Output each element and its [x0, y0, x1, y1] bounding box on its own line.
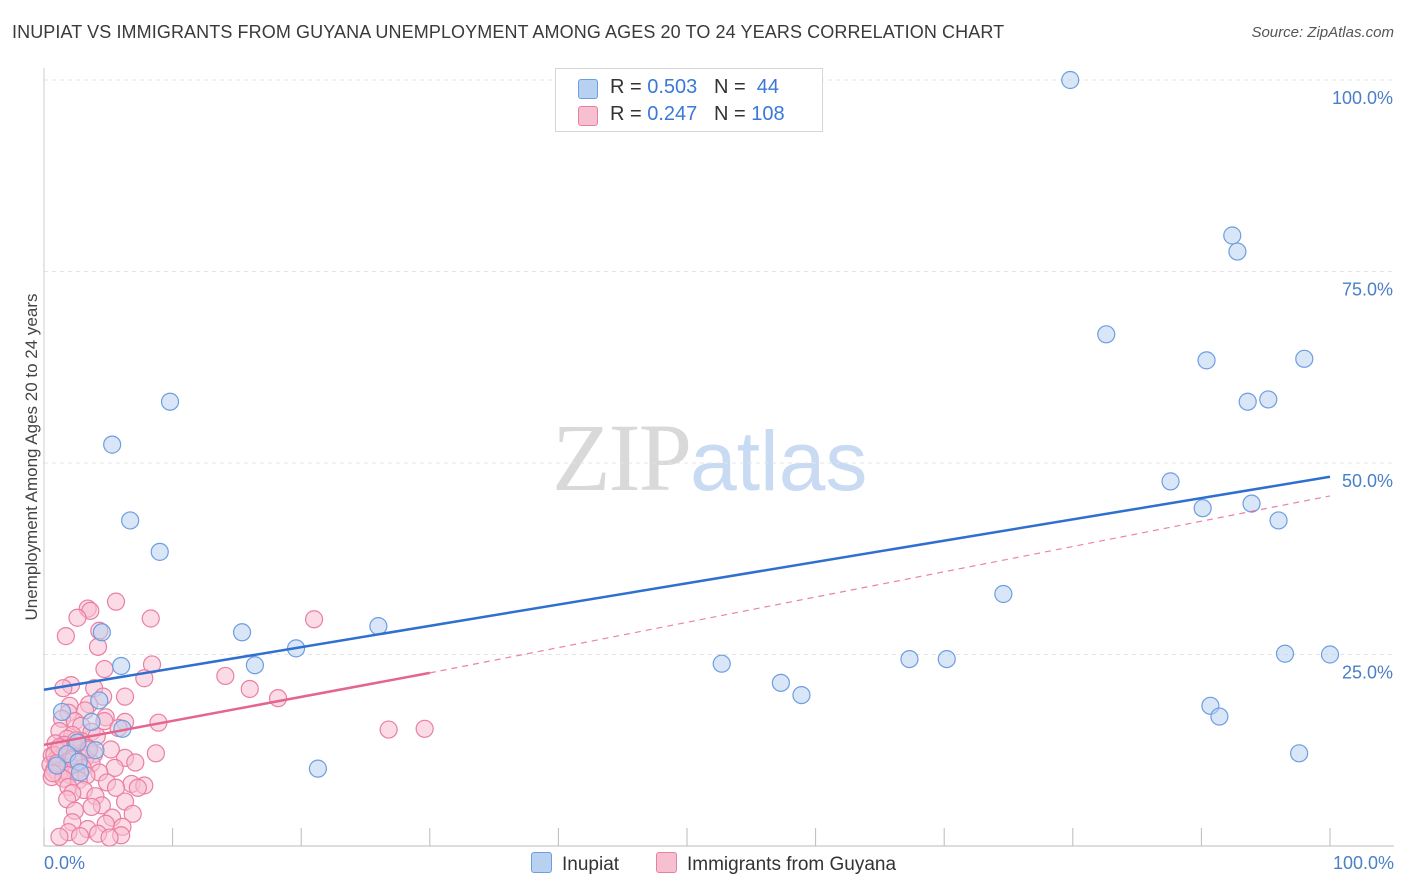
inupiat-point	[160, 392, 180, 411]
legend-r-value: 0.503	[647, 76, 698, 98]
inupiat-point	[112, 656, 131, 676]
inupiat-point	[92, 623, 111, 642]
guyana-point	[68, 608, 87, 627]
inupiat-point	[1197, 351, 1216, 370]
inupiat-point	[1161, 472, 1180, 491]
y-axis-title: Unemployment Among Ages 20 to 24 years	[22, 294, 41, 621]
inupiat-point	[1061, 70, 1080, 90]
inupiat-point	[1210, 707, 1229, 726]
inupiat-point	[86, 741, 105, 760]
bottom-legend-swatch-guyana	[656, 852, 677, 873]
guyana-point	[82, 797, 101, 817]
guyana-point	[240, 679, 259, 699]
inupiat-point	[1320, 645, 1340, 664]
inupiat-point	[1223, 226, 1242, 245]
inupiat-point	[369, 617, 388, 636]
bottom-legend-label-guyana: Immigrants from Guyana	[687, 854, 897, 875]
inupiat-point	[1242, 494, 1261, 513]
guyana-point	[50, 827, 69, 846]
stats-legend: R = 0.503 N = 44 R = 0.247 N = 108	[555, 68, 823, 132]
legend-text-inupiat: R = 0.503 N = 44	[610, 76, 779, 99]
inupiat-point	[994, 584, 1013, 604]
guyana-point	[100, 828, 119, 847]
inupiat-point	[103, 435, 122, 454]
inupiat-point	[1290, 744, 1309, 763]
inupiat-point	[1295, 349, 1314, 368]
guyana-point	[56, 627, 75, 646]
bottom-legend-guyana: Immigrants from Guyana	[656, 852, 896, 876]
inupiat-point	[245, 656, 265, 675]
inupiat-point	[1259, 390, 1278, 409]
legend-r-label: R =	[610, 76, 642, 98]
inupiat-point	[1193, 499, 1212, 518]
legend-n-label: N =	[713, 103, 746, 125]
inupiat-trend-line	[43, 475, 1331, 691]
inupiat-point	[900, 649, 919, 669]
inupiat-point	[1097, 325, 1116, 344]
chart-title: INUPIAT VS IMMIGRANTS FROM GUYANA UNEMPL…	[12, 22, 1005, 42]
inupiat-point	[232, 623, 252, 642]
y-tick-label: 25.0%	[1342, 663, 1393, 683]
inupiat-point	[121, 511, 140, 530]
inupiat-point	[1275, 644, 1295, 663]
inupiat-point	[1238, 392, 1257, 411]
points-layer	[41, 70, 1340, 847]
inupiat-point	[82, 712, 101, 732]
inupiat-point	[771, 673, 790, 692]
watermark-zip: ZIP	[552, 404, 692, 511]
guyana-point	[128, 778, 147, 797]
y-tick-label: 50.0%	[1342, 471, 1393, 491]
trend-layer	[43, 475, 1331, 747]
watermark-atlas: atlas	[690, 414, 868, 508]
guyana-point	[304, 610, 324, 629]
guyana-point	[268, 689, 288, 708]
legend-r-value: 0.247	[647, 103, 698, 125]
bottom-legend-label-inupiat: Inupiat	[562, 854, 620, 875]
guyana-point	[106, 592, 126, 611]
bottom-legend-inupiat: Inupiat	[531, 852, 619, 876]
inupiat-point	[52, 702, 72, 722]
legend-n-label: N =	[713, 76, 746, 98]
inupiat-point	[47, 756, 66, 775]
inupiat-point	[937, 649, 956, 669]
x-tick-label-max: 100.0%	[1333, 853, 1394, 873]
tick-layer: 25.0% 50.0% 75.0% 100.0%	[43, 88, 1393, 846]
inupiat-point	[70, 763, 90, 782]
legend-text-guyana: R = 0.247 N = 108	[610, 103, 785, 126]
guyana-point	[216, 666, 235, 686]
source-label: Source: ZipAtlas.com	[1251, 24, 1394, 41]
guyana-point	[141, 609, 160, 628]
inupiat-point	[1269, 511, 1288, 530]
guyana-trend-extension	[429, 495, 1331, 674]
watermark: ZIPatlas	[552, 402, 867, 513]
bottom-legend-swatch-inupiat	[531, 852, 552, 873]
grid-layer	[44, 79, 1394, 655]
guyana-trend-line	[43, 671, 431, 747]
legend-n-value: 108	[751, 103, 785, 125]
guyana-point	[415, 719, 434, 738]
x-tick-label-min: 0.0%	[44, 853, 85, 873]
inupiat-point	[308, 759, 328, 778]
guyana-point	[115, 687, 135, 706]
guyana-point	[123, 804, 142, 823]
y-tick-label: 100.0%	[1332, 88, 1393, 108]
guyana-point	[379, 720, 398, 739]
legend-n-value: 44	[756, 76, 780, 98]
guyana-point	[126, 753, 145, 772]
legend-swatch-guyana	[578, 106, 598, 126]
inupiat-point	[150, 542, 169, 561]
guyana-point	[106, 778, 126, 797]
inupiat-point	[1228, 242, 1247, 261]
legend-swatch-inupiat	[578, 79, 598, 99]
guyana-point	[146, 744, 165, 763]
inupiat-point	[90, 691, 109, 710]
inupiat-point	[792, 685, 811, 705]
guyana-point	[70, 826, 90, 846]
legend-r-label: R =	[610, 103, 642, 125]
y-tick-label: 75.0%	[1342, 280, 1393, 300]
axis-layer	[43, 68, 1394, 847]
inupiat-point	[712, 654, 731, 673]
guyana-point	[95, 659, 114, 679]
